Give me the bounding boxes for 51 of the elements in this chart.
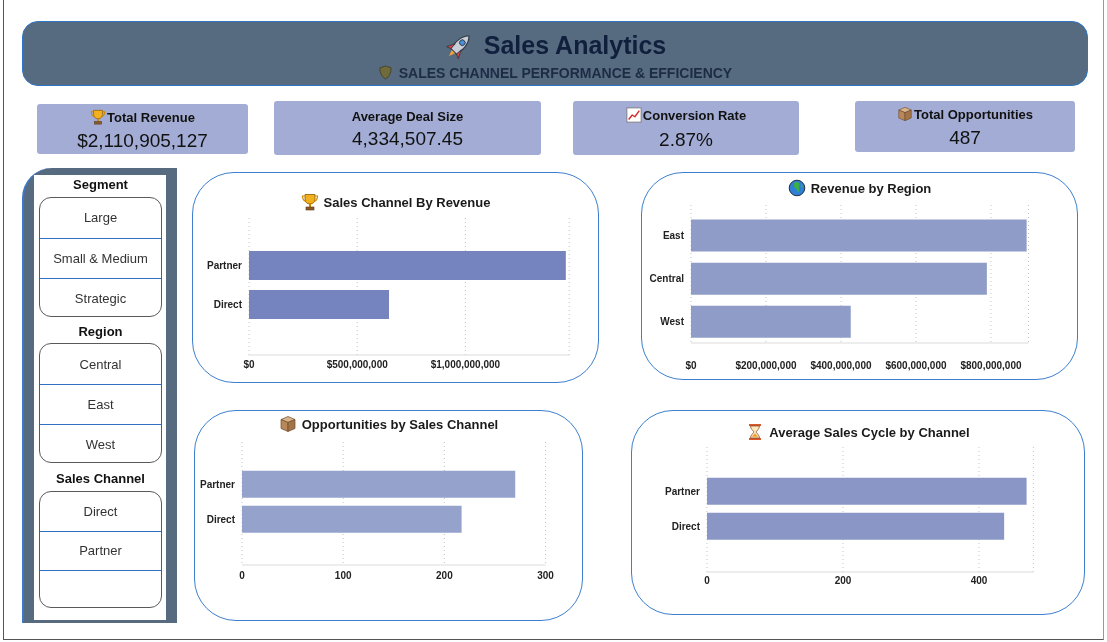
y-tick-label: Direct	[206, 513, 236, 525]
text: Sales Channel	[56, 470, 145, 486]
text: Region	[78, 324, 123, 340]
bar	[691, 219, 1027, 252]
x-tick-label: 100	[335, 570, 353, 582]
x-tick-label: $400,000,000	[810, 360, 873, 372]
chart-title: Average Sales Cycle by Channel	[769, 424, 970, 440]
text: West	[85, 436, 116, 452]
chart-title: Sales Channel By Revenue	[323, 194, 491, 210]
chart-title: Opportunities by Sales Channel	[301, 416, 499, 432]
x-tick-label: 300	[537, 570, 555, 582]
text: SALES CHANNEL PERFORMANCE & EFFICIENCY	[398, 64, 733, 81]
bar	[691, 305, 852, 338]
x-tick-label: $600,000,000	[885, 360, 948, 372]
text: Strategic	[74, 290, 127, 306]
x-tick-label: $1,000,000,000	[431, 359, 501, 371]
text: Direct	[83, 503, 118, 519]
y-tick-label: Central	[649, 272, 685, 284]
x-tick-label: 200	[834, 575, 852, 587]
text: Segment	[73, 176, 128, 192]
text: Total Revenue	[107, 109, 195, 125]
y-tick-label: Direct	[213, 299, 243, 311]
text: 4,334,507.45	[352, 128, 463, 150]
y-tick-label: West	[660, 315, 685, 327]
x-tick-label: 200	[436, 570, 454, 582]
y-tick-label: East	[663, 229, 685, 241]
text: East	[87, 396, 114, 412]
x-tick-label: 0	[703, 575, 710, 587]
x-tick-label: $0	[685, 360, 698, 372]
x-tick-label: $500,000,000	[326, 359, 389, 371]
text: Partner	[79, 543, 122, 559]
text: Small & Medium	[53, 250, 148, 266]
text: Conversion Rate	[642, 107, 747, 123]
y-tick-label: Partner	[207, 260, 243, 272]
chart-title: Revenue by Region	[810, 180, 932, 196]
x-tick-label: 0	[239, 570, 246, 582]
text: Large	[83, 210, 118, 226]
text: Average Deal Size	[351, 108, 464, 124]
text: $2,110,905,127	[77, 130, 208, 152]
text: Sales Analytics	[483, 31, 667, 61]
text: 2.87%	[659, 129, 713, 151]
y-tick-label: Partner	[664, 485, 700, 497]
text: Total Opportunities	[914, 106, 1033, 122]
x-tick-label: $0	[243, 359, 256, 371]
text: 487	[949, 127, 981, 149]
x-tick-label: 400	[970, 575, 988, 587]
text: Central	[79, 356, 122, 372]
x-tick-label: $800,000,000	[960, 360, 1023, 372]
y-tick-label: Partner	[200, 478, 236, 490]
x-tick-label: $200,000,000	[735, 360, 798, 372]
bar	[691, 262, 988, 295]
